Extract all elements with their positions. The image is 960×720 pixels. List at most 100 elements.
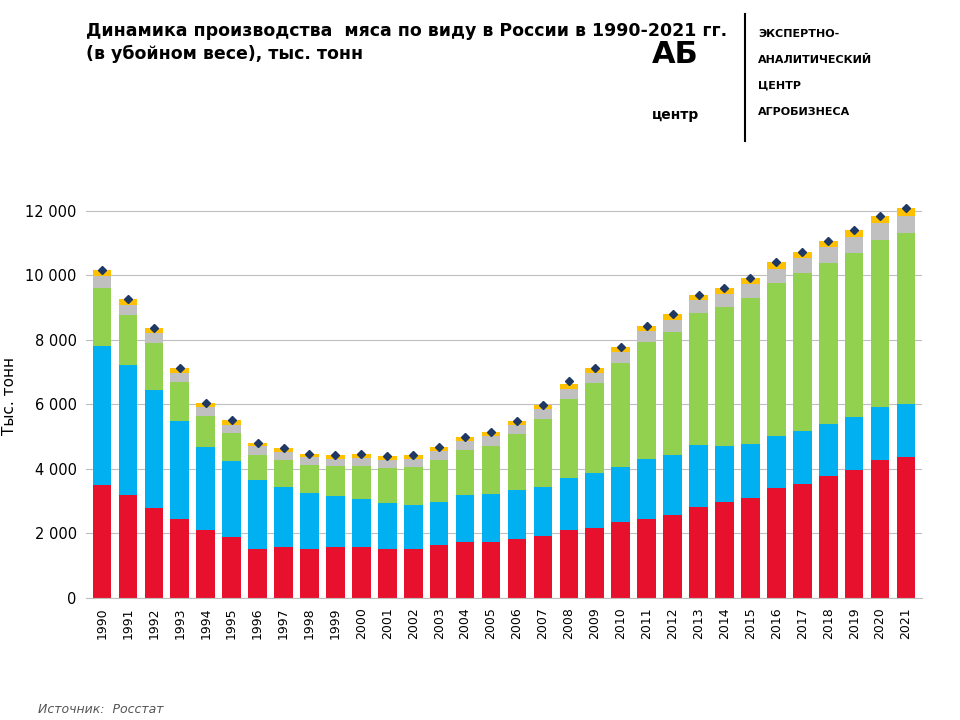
Bar — [300, 465, 319, 493]
Bar — [663, 515, 682, 598]
Bar — [326, 455, 345, 459]
Bar — [767, 488, 785, 598]
Bar — [352, 498, 371, 546]
Bar — [508, 434, 526, 490]
Bar — [430, 447, 448, 451]
Text: Динамика производства  мяса по виду в России в 1990-2021 гг.
(в убойном весе), т: Динамика производства мяса по виду в Рос… — [86, 22, 728, 63]
Bar — [534, 419, 552, 487]
Bar — [275, 460, 293, 487]
Bar — [560, 478, 578, 530]
Bar — [197, 530, 215, 598]
Bar — [119, 495, 137, 598]
Bar — [663, 332, 682, 454]
Bar — [275, 451, 293, 460]
Bar — [508, 539, 526, 598]
Bar — [612, 522, 630, 598]
Bar — [871, 408, 889, 460]
Bar — [223, 537, 241, 598]
Bar — [871, 240, 889, 408]
Bar — [689, 446, 708, 507]
Bar — [404, 459, 422, 467]
Bar — [897, 208, 916, 216]
Bar — [637, 325, 656, 330]
Bar — [663, 314, 682, 320]
Bar — [663, 454, 682, 515]
Bar — [249, 446, 267, 455]
Bar — [845, 237, 863, 253]
Bar — [326, 496, 345, 547]
Bar — [741, 498, 759, 598]
Bar — [586, 528, 604, 598]
Bar — [897, 403, 916, 456]
Bar — [326, 459, 345, 467]
Bar — [275, 448, 293, 451]
Bar — [560, 384, 578, 389]
Bar — [145, 328, 163, 333]
Bar — [171, 368, 189, 372]
Bar — [92, 276, 111, 288]
Bar — [223, 425, 241, 433]
Bar — [741, 284, 759, 297]
Bar — [430, 460, 448, 502]
Bar — [482, 494, 500, 541]
Bar — [767, 436, 785, 488]
Bar — [819, 476, 837, 598]
Bar — [845, 469, 863, 598]
Text: ЦЕНТР: ЦЕНТР — [758, 81, 802, 91]
Bar — [586, 383, 604, 473]
Bar — [404, 454, 422, 459]
Bar — [92, 270, 111, 276]
Bar — [767, 269, 785, 283]
Bar — [482, 436, 500, 446]
Bar — [145, 333, 163, 343]
Bar — [404, 549, 422, 598]
Bar — [482, 432, 500, 436]
Text: ЭКСПЕРТНО-: ЭКСПЕРТНО- — [758, 29, 840, 39]
Bar — [275, 547, 293, 598]
Bar — [845, 230, 863, 237]
Bar — [741, 444, 759, 498]
Bar — [92, 346, 111, 485]
Bar — [430, 451, 448, 460]
Bar — [793, 258, 811, 273]
Bar — [871, 460, 889, 598]
Bar — [741, 278, 759, 284]
Bar — [456, 495, 474, 541]
Bar — [197, 408, 215, 416]
Bar — [508, 490, 526, 539]
Bar — [249, 549, 267, 598]
Bar — [378, 468, 396, 503]
Bar — [430, 545, 448, 598]
Bar — [352, 458, 371, 466]
Text: Источник:  Росстат: Источник: Росстат — [38, 703, 164, 716]
Legend: Свинина, Говядина, Мясо птицы, Баранина и козлятина, Прочие виды мяса, Мясо ВСЕГ: Свинина, Говядина, Мясо птицы, Баранина … — [172, 716, 836, 720]
Bar — [145, 508, 163, 598]
Bar — [715, 502, 733, 598]
Bar — [715, 446, 733, 502]
Bar — [326, 547, 345, 598]
Bar — [482, 541, 500, 598]
Bar — [534, 536, 552, 598]
Bar — [586, 368, 604, 373]
Bar — [378, 460, 396, 468]
Bar — [689, 313, 708, 446]
Bar — [223, 433, 241, 461]
Bar — [689, 507, 708, 598]
Bar — [637, 519, 656, 598]
Y-axis label: Тыс. тонн: Тыс. тонн — [2, 357, 17, 435]
Bar — [819, 248, 837, 263]
Bar — [871, 223, 889, 240]
Bar — [119, 300, 137, 305]
Bar — [352, 454, 371, 458]
Text: ab-centre.ru: ab-centre.ru — [806, 147, 889, 161]
Text: АГРОБИЗНЕСА: АГРОБИЗНЕСА — [758, 107, 851, 117]
Bar — [171, 372, 189, 382]
Bar — [793, 431, 811, 484]
Bar — [897, 216, 916, 233]
Bar — [378, 456, 396, 460]
Bar — [300, 493, 319, 549]
Bar — [119, 305, 137, 315]
Bar — [300, 457, 319, 465]
Bar — [456, 541, 474, 598]
Bar — [560, 399, 578, 478]
